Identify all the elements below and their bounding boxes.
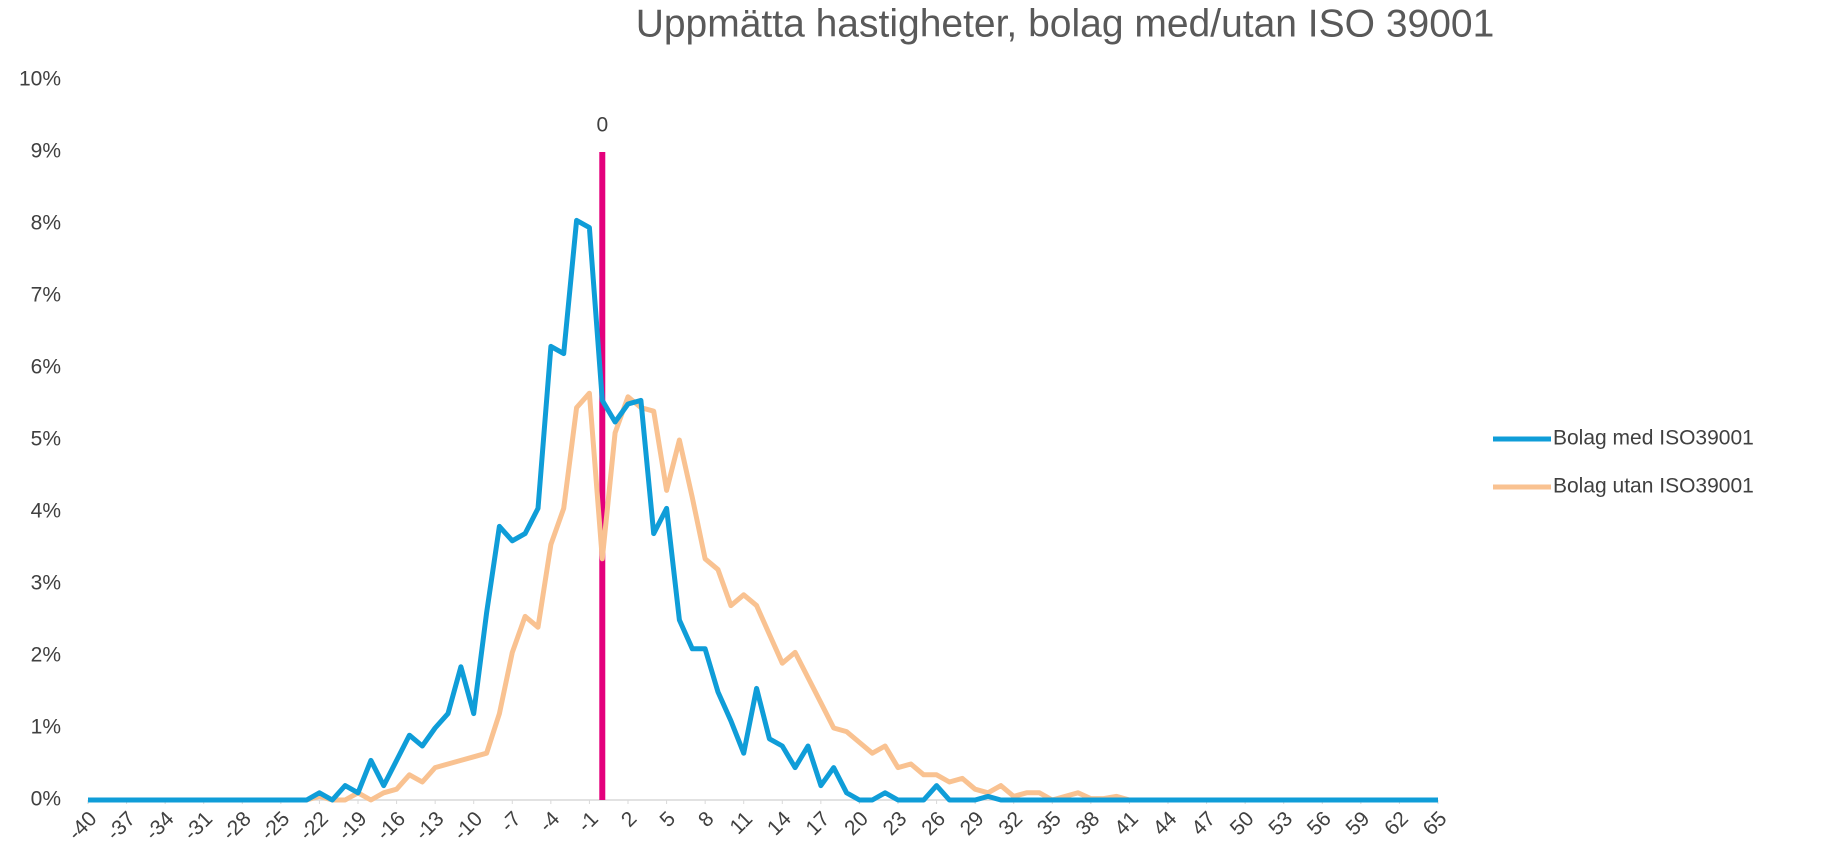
x-tick-label: 32 xyxy=(994,807,1027,840)
legend-label: Bolag med ISO39001 xyxy=(1553,427,1754,450)
series-line xyxy=(88,390,1438,803)
x-tick-label: 23 xyxy=(879,807,912,840)
x-tick-label: 14 xyxy=(763,807,796,840)
x-tick-label: 50 xyxy=(1226,807,1259,840)
x-tick-label: 59 xyxy=(1342,807,1375,840)
x-tick-label: 47 xyxy=(1187,807,1220,840)
x-tick-label: 26 xyxy=(917,807,950,840)
x-tick-label: -7 xyxy=(496,807,525,836)
x-tick-label: 11 xyxy=(725,807,757,839)
x-tick-label: -22 xyxy=(295,807,333,845)
y-tick-label: 6% xyxy=(31,356,61,379)
x-tick-label: -34 xyxy=(141,807,179,845)
x-tick-label: 2 xyxy=(617,807,642,832)
x-tick-label: -13 xyxy=(411,807,449,845)
x-tick-label: 35 xyxy=(1033,807,1066,840)
x-tick-label: 38 xyxy=(1072,807,1105,840)
x-tick-label: 5 xyxy=(656,807,681,832)
y-tick-label: 5% xyxy=(31,428,61,451)
x-tick-label: -28 xyxy=(218,807,256,845)
x-tick-label: -40 xyxy=(64,807,102,845)
x-tick-label: 17 xyxy=(802,807,835,840)
y-tick-label: 4% xyxy=(31,500,61,523)
x-tick-label: 62 xyxy=(1380,807,1413,840)
series-line xyxy=(88,217,1438,803)
y-tick-label: 7% xyxy=(31,284,61,307)
reference-label: 0 xyxy=(596,114,608,137)
x-tick-label: 20 xyxy=(840,807,873,840)
x-tick-label: 53 xyxy=(1264,807,1297,840)
x-tick-label: -25 xyxy=(257,807,295,845)
y-tick-label: 8% xyxy=(31,212,61,235)
y-tick-label: 0% xyxy=(31,788,61,811)
x-tick-label: 8 xyxy=(694,807,719,832)
x-tick-label: -19 xyxy=(334,807,372,845)
x-tick-label: -4 xyxy=(535,807,565,837)
y-tick-label: 2% xyxy=(31,644,61,667)
chart-title: Uppmätta hastigheter, bolag med/utan ISO… xyxy=(636,2,1495,45)
x-tick-label: -37 xyxy=(102,807,140,845)
y-tick-label: 9% xyxy=(31,140,61,163)
x-tick-label: 41 xyxy=(1110,807,1143,840)
legend-label: Bolag utan ISO39001 xyxy=(1553,475,1754,498)
x-tick-label: 44 xyxy=(1149,807,1182,840)
x-tick-label: -16 xyxy=(372,807,410,845)
x-tick-label: 29 xyxy=(956,807,989,840)
y-tick-label: 3% xyxy=(31,572,61,595)
x-tick-label: -1 xyxy=(573,807,602,836)
y-tick-label: 10% xyxy=(19,68,61,91)
x-tick-label: 65 xyxy=(1419,807,1452,840)
x-tick-label: 56 xyxy=(1303,807,1336,840)
x-tick-label: -10 xyxy=(449,807,487,845)
y-tick-label: 1% xyxy=(31,716,61,739)
x-tick-label: -31 xyxy=(179,807,217,845)
